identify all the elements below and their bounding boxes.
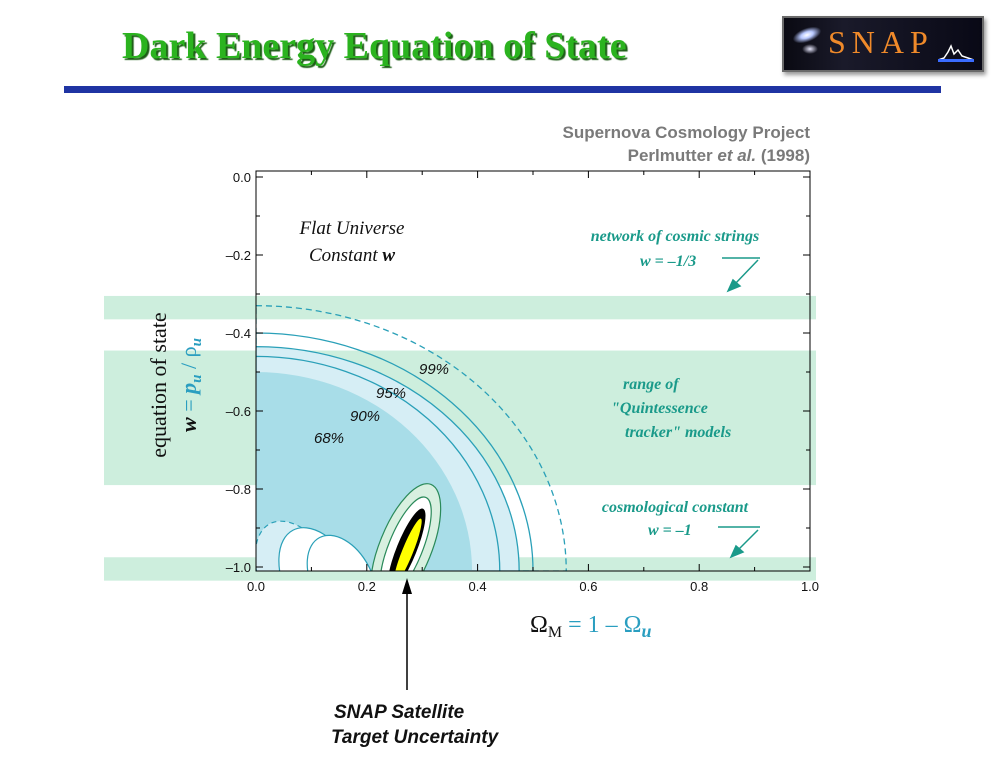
label-99: 99% — [419, 361, 449, 378]
x-tick-label: 0.4 — [469, 579, 487, 594]
slide-title: Dark Energy Equation of State — [122, 25, 627, 67]
label-95: 95% — [376, 385, 406, 402]
contour-95-outer — [256, 332, 534, 571]
y-tick-label: –0.4 — [226, 326, 251, 341]
x-tick-label: 1.0 — [801, 579, 819, 594]
contours-layer — [256, 305, 567, 571]
snap-logo: SNAP — [782, 16, 984, 72]
snap-ellipse — [392, 517, 423, 571]
y-tick-label: 0.0 — [233, 170, 251, 185]
source-line1: Supernova Cosmology Project — [563, 123, 811, 142]
snap-arrow-head — [402, 578, 412, 594]
xlabel: ΩM = 1 – Ωu — [530, 612, 651, 641]
y-tick-label: –1.0 — [226, 560, 251, 575]
y-tick-label: –0.2 — [226, 248, 251, 263]
x-tick-label: 0.0 — [247, 579, 265, 594]
inset-line1: Flat Universe — [298, 218, 404, 239]
snap-label2: Target Uncertainty — [331, 727, 500, 748]
ylabel-line1: equation of state — [146, 312, 171, 457]
lambda-arrow-head — [729, 544, 745, 559]
quint-label1: range of — [623, 376, 680, 393]
spectrum-icon — [938, 44, 974, 62]
inner-ring-2 — [306, 534, 378, 571]
x-tick-label: 0.6 — [579, 579, 597, 594]
title-rule — [64, 86, 941, 93]
strings-label2: w = –1/3 — [640, 253, 696, 270]
y-tick-label: –0.8 — [226, 482, 251, 497]
ylabel-line2: w = pu / ρu — [176, 338, 205, 432]
x-tick-label: 0.8 — [690, 579, 708, 594]
label-90: 90% — [350, 408, 380, 425]
contour-99 — [256, 305, 567, 571]
galaxy-small-icon — [802, 44, 818, 54]
logo-text: SNAP — [828, 24, 934, 60]
strings-label1: network of cosmic strings — [591, 228, 759, 245]
quint-label2: "Quintessence — [611, 400, 708, 417]
inset-line2: Constant w — [309, 245, 395, 266]
axes-layer: 0.0 –0.2 –0.4 –0.6 –0.8 –1.0 0.0 0.2 0.4 0.6 0.8 1.… — [226, 170, 819, 594]
lambda-arrow-shaft — [736, 529, 759, 552]
lambda-label2: w = –1 — [648, 522, 692, 539]
cosmic-strings-band — [104, 295, 816, 320]
y-tick-label: –0.6 — [226, 404, 251, 419]
snap-label1: SNAP Satellite — [334, 702, 465, 723]
strings-arrow-shaft — [733, 259, 759, 286]
strings-arrow-head — [726, 278, 742, 293]
quint-label3: tracker" models — [625, 424, 731, 441]
label-68: 68% — [314, 430, 344, 447]
source-line2: Perlmutter et al. (1998) — [628, 146, 810, 165]
lambda-label1: cosmological constant — [602, 499, 749, 516]
x-tick-label: 0.2 — [358, 579, 376, 594]
